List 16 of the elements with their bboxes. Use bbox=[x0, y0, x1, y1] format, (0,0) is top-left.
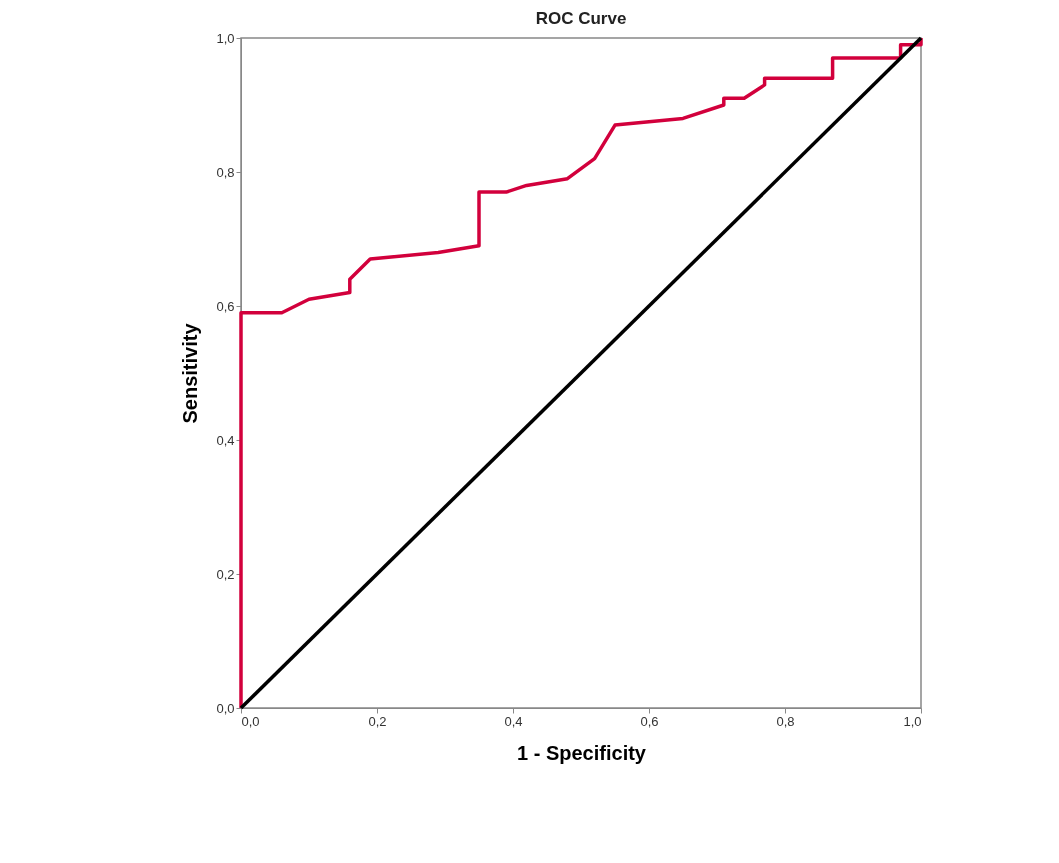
x-tick-label: 1,0 bbox=[903, 713, 922, 729]
y-tick-label: 0,8 bbox=[216, 164, 235, 180]
x-tick-label: 0,4 bbox=[504, 713, 523, 729]
y-tick-label: 0,4 bbox=[216, 432, 235, 448]
y-tick-label: 0,0 bbox=[216, 700, 235, 716]
y-tick-label: 0,6 bbox=[216, 298, 235, 314]
x-tick-label: 0,2 bbox=[368, 713, 387, 729]
chart-title: ROC Curve bbox=[535, 9, 627, 28]
x-tick-label: 0,6 bbox=[640, 713, 659, 729]
y-tick-label: 0,2 bbox=[216, 566, 235, 582]
y-axis-title: Sensitivity bbox=[179, 322, 202, 424]
line-series bbox=[239, 36, 923, 710]
y-tick-label: 1,0 bbox=[216, 30, 235, 46]
x-tick-label: 0,8 bbox=[776, 713, 795, 729]
x-tick-label: 0,0 bbox=[241, 713, 260, 729]
x-axis-title: 1 - Specificity bbox=[517, 741, 647, 764]
